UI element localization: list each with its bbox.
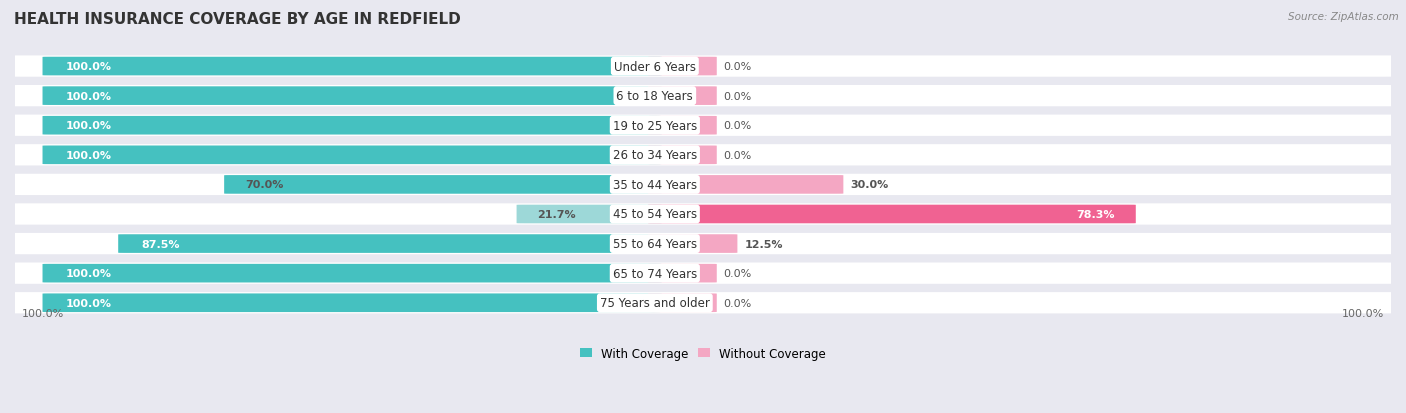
FancyBboxPatch shape — [42, 57, 662, 76]
FancyBboxPatch shape — [42, 264, 662, 283]
FancyBboxPatch shape — [516, 205, 662, 224]
FancyBboxPatch shape — [648, 205, 1136, 224]
Text: 0.0%: 0.0% — [724, 268, 752, 278]
Text: HEALTH INSURANCE COVERAGE BY AGE IN REDFIELD: HEALTH INSURANCE COVERAGE BY AGE IN REDF… — [14, 12, 461, 27]
Text: Source: ZipAtlas.com: Source: ZipAtlas.com — [1288, 12, 1399, 22]
FancyBboxPatch shape — [0, 292, 1406, 313]
FancyBboxPatch shape — [118, 235, 662, 253]
FancyBboxPatch shape — [648, 176, 844, 194]
FancyBboxPatch shape — [648, 146, 717, 165]
Text: 100.0%: 100.0% — [22, 308, 65, 318]
FancyBboxPatch shape — [648, 235, 737, 253]
Text: 6 to 18 Years: 6 to 18 Years — [616, 90, 693, 103]
Text: 0.0%: 0.0% — [724, 150, 752, 160]
Text: Under 6 Years: Under 6 Years — [614, 60, 696, 74]
Text: 100.0%: 100.0% — [66, 62, 112, 72]
Text: 0.0%: 0.0% — [724, 121, 752, 131]
Text: 30.0%: 30.0% — [851, 180, 889, 190]
Text: 100.0%: 100.0% — [66, 121, 112, 131]
FancyBboxPatch shape — [648, 294, 717, 312]
FancyBboxPatch shape — [0, 263, 1406, 284]
Text: 78.3%: 78.3% — [1077, 209, 1115, 219]
FancyBboxPatch shape — [648, 116, 717, 135]
Text: 0.0%: 0.0% — [724, 91, 752, 102]
Text: 65 to 74 Years: 65 to 74 Years — [613, 267, 697, 280]
FancyBboxPatch shape — [42, 146, 662, 165]
FancyBboxPatch shape — [224, 176, 662, 194]
Text: 87.5%: 87.5% — [142, 239, 180, 249]
FancyBboxPatch shape — [42, 294, 662, 312]
FancyBboxPatch shape — [0, 86, 1406, 107]
FancyBboxPatch shape — [0, 233, 1406, 254]
Text: 100.0%: 100.0% — [66, 298, 112, 308]
FancyBboxPatch shape — [0, 145, 1406, 166]
Text: 0.0%: 0.0% — [724, 298, 752, 308]
Text: 26 to 34 Years: 26 to 34 Years — [613, 149, 697, 162]
Text: 12.5%: 12.5% — [744, 239, 783, 249]
FancyBboxPatch shape — [42, 87, 662, 106]
Text: 70.0%: 70.0% — [245, 180, 283, 190]
Text: 100.0%: 100.0% — [66, 268, 112, 278]
FancyBboxPatch shape — [648, 57, 717, 76]
Text: 0.0%: 0.0% — [724, 62, 752, 72]
Text: 75 Years and older: 75 Years and older — [600, 297, 710, 309]
FancyBboxPatch shape — [648, 264, 717, 283]
FancyBboxPatch shape — [0, 204, 1406, 225]
FancyBboxPatch shape — [0, 174, 1406, 196]
FancyBboxPatch shape — [648, 87, 717, 106]
Legend: With Coverage, Without Coverage: With Coverage, Without Coverage — [579, 347, 827, 360]
Text: 100.0%: 100.0% — [66, 91, 112, 102]
Text: 35 to 44 Years: 35 to 44 Years — [613, 178, 697, 192]
Text: 21.7%: 21.7% — [537, 209, 576, 219]
FancyBboxPatch shape — [0, 115, 1406, 137]
Text: 19 to 25 Years: 19 to 25 Years — [613, 119, 697, 133]
Text: 100.0%: 100.0% — [1341, 308, 1384, 318]
Text: 45 to 54 Years: 45 to 54 Years — [613, 208, 697, 221]
FancyBboxPatch shape — [42, 116, 662, 135]
Text: 55 to 64 Years: 55 to 64 Years — [613, 237, 697, 250]
FancyBboxPatch shape — [0, 56, 1406, 78]
Text: 100.0%: 100.0% — [66, 150, 112, 160]
